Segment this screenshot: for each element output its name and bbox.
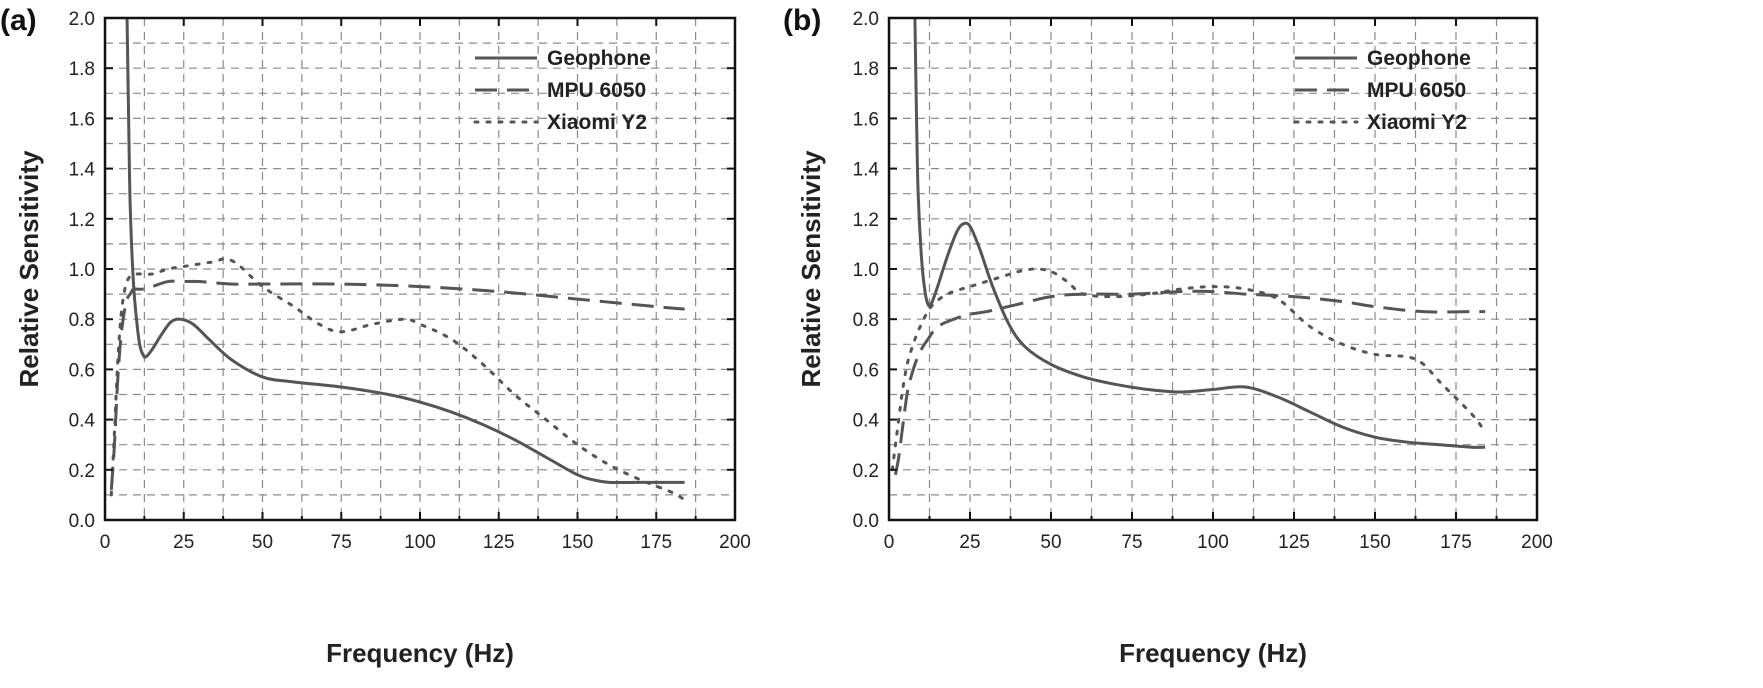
y-tick-label: 1.2 — [69, 210, 95, 231]
x-tick-label: 175 — [640, 532, 672, 553]
x-tick-label: 175 — [1440, 532, 1472, 553]
y-tick-label: 0.2 — [69, 461, 95, 482]
series-mpu-6050-line — [109, 279, 685, 490]
y-tick-label: 0.4 — [853, 411, 880, 432]
series-geophone-line — [913, 18, 1486, 449]
x-axis-title: Frequency (Hz) — [1119, 638, 1307, 668]
x-tick-label: 0 — [100, 532, 111, 553]
legend: Geophone MPU 6050 Xiaomi Y2 — [473, 47, 651, 134]
series-mpu-6050-line — [894, 289, 1486, 476]
y-tick-label: 1.6 — [69, 109, 95, 130]
y-tick-label: 0.6 — [69, 360, 95, 381]
grid — [105, 18, 735, 520]
y-tick-label: 1.4 — [69, 160, 96, 181]
grid — [889, 18, 1537, 520]
x-tick-label: 25 — [173, 532, 194, 553]
y-tick-label: 0.4 — [69, 411, 96, 432]
series-xiaomi-y2-line — [109, 257, 687, 502]
x-tick-label: 50 — [252, 532, 273, 553]
legend-label: MPU 6050 — [1367, 79, 1466, 102]
legend-label: Geophone — [1367, 47, 1471, 70]
y-tick-label: 0.0 — [853, 511, 879, 532]
y-tick-label: 0.6 — [853, 360, 879, 381]
panel-label: (a) — [0, 4, 37, 37]
y-tick-label: 1.8 — [853, 59, 879, 80]
x-tick-label: 200 — [1521, 532, 1553, 553]
x-tick-label: 25 — [959, 532, 980, 553]
y-tick-label: 1.6 — [853, 109, 879, 130]
x-tick-label: 0 — [884, 532, 895, 553]
y-tick-label: 1.2 — [853, 210, 879, 231]
panel-label: (b) — [783, 4, 821, 37]
x-tick-label: 150 — [1359, 532, 1391, 553]
y-tick-label: 0.8 — [69, 310, 95, 331]
legend-label: Xiaomi Y2 — [1367, 111, 1467, 134]
x-tick-label: 50 — [1040, 532, 1061, 553]
legend: Geophone MPU 6050 Xiaomi Y2 — [1293, 47, 1471, 134]
chart-panel-a: 0 25 50 75 100 125 150 175 200 0.0 0.2 0.4 0.6 0.8 1.0… — [0, 4, 751, 668]
y-tick-label: 1.0 — [69, 260, 95, 281]
y-tick-label: 0.0 — [69, 511, 95, 532]
y-tick-label: 0.8 — [853, 310, 879, 331]
legend-label: Xiaomi Y2 — [547, 111, 647, 134]
y-tick-label: 1.8 — [69, 59, 95, 80]
y-tick-label: 0.2 — [853, 461, 879, 482]
legend-label: Geophone — [547, 47, 651, 70]
y-tick-label: 2.0 — [69, 9, 95, 30]
x-tick-label: 100 — [404, 532, 436, 553]
x-tick-label: 125 — [1278, 532, 1310, 553]
x-tick-label: 125 — [483, 532, 515, 553]
x-tick-label: 75 — [1121, 532, 1142, 553]
x-tick-label: 75 — [331, 532, 352, 553]
y-tick-label: 1.0 — [853, 260, 879, 281]
x-tick-label: 200 — [719, 532, 751, 553]
y-axis-title: Relative Sensitivity — [796, 150, 826, 388]
x-axis-title: Frequency (Hz) — [326, 638, 514, 668]
y-tick-label: 2.0 — [853, 9, 879, 30]
legend-label: MPU 6050 — [547, 79, 646, 102]
series-geophone-line — [125, 18, 685, 485]
x-tick-label: 150 — [562, 532, 594, 553]
y-tick-label: 1.4 — [853, 160, 880, 181]
x-tick-label: 100 — [1197, 532, 1229, 553]
chart-panel-b: 0 25 50 75 100 125 150 175 200 0.0 0.2 0.4 0.6 0.8 1.0… — [783, 4, 1553, 668]
y-axis-title: Relative Sensitivity — [14, 150, 44, 388]
